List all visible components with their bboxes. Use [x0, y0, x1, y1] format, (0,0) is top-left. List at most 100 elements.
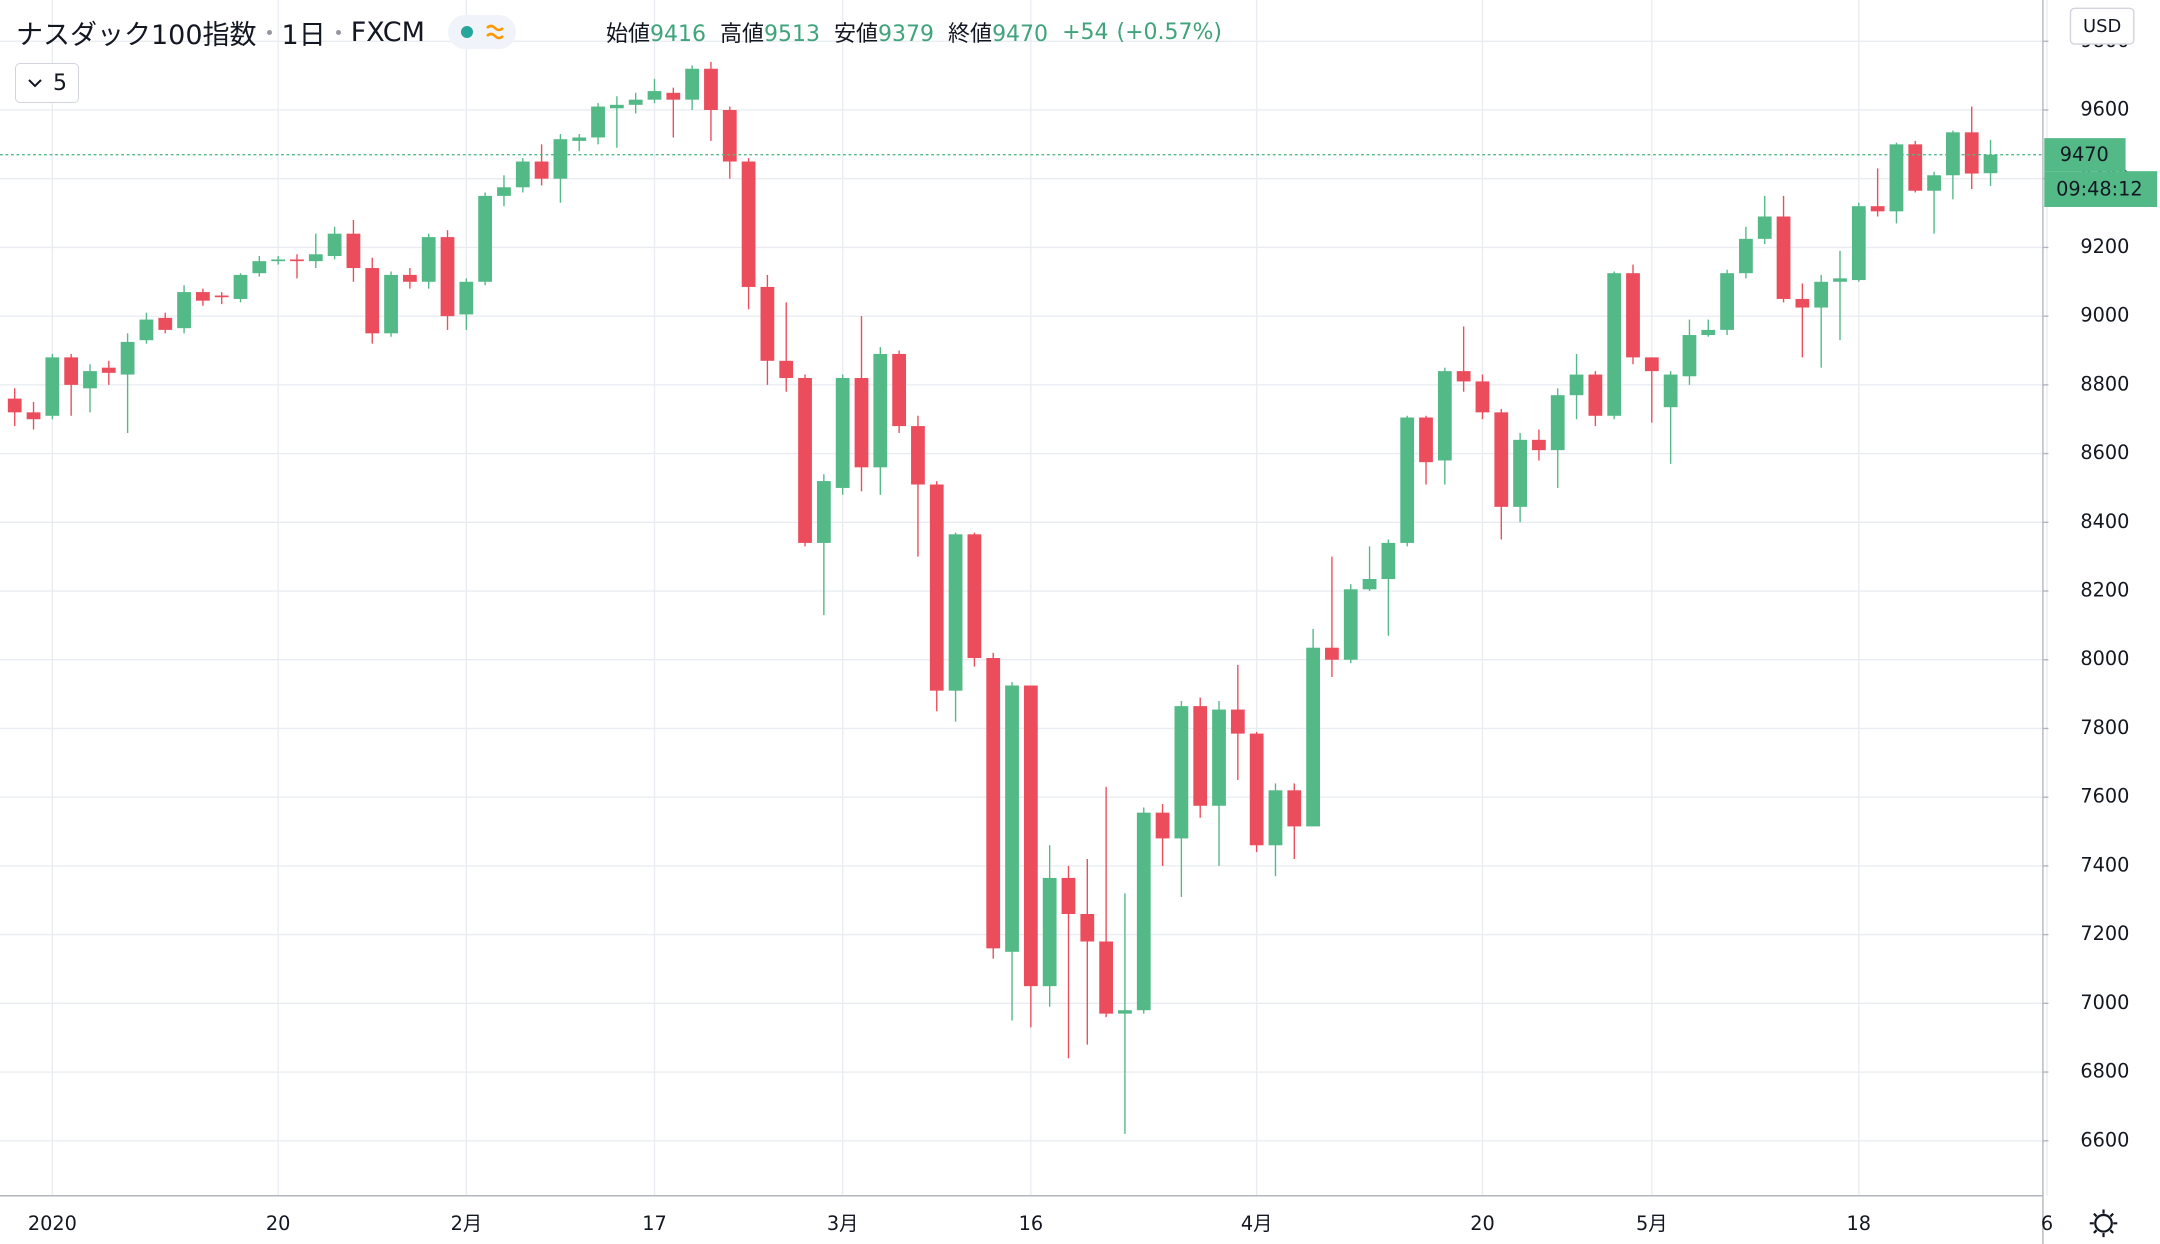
candle-body: [1400, 417, 1415, 543]
legend-label: 高値: [720, 22, 765, 47]
candle-body: [421, 237, 436, 282]
candle-body: [1118, 1010, 1132, 1014]
candle-body: [120, 341, 135, 375]
x-tick-label: 2月: [451, 1212, 483, 1235]
candle-body: [1720, 273, 1734, 330]
settings-icon[interactable]: [2089, 1209, 2118, 1238]
last-price-box: [2044, 138, 2126, 172]
candle-body: [1475, 381, 1490, 413]
candle-body: [1550, 395, 1565, 451]
candle-body: [553, 139, 568, 179]
ohlc-legend: 始値9416 高値9513 安値9379 終値9470 +54 (+0.57%): [606, 14, 1222, 50]
market-open-dot: [460, 26, 473, 38]
candle-body: [1795, 298, 1810, 308]
candle-body: [1306, 647, 1320, 827]
candle-body: [1513, 439, 1527, 507]
candles: [0, 61, 2043, 1134]
candle-body: [1682, 335, 1697, 377]
candle-body: [327, 233, 342, 257]
candle-body: [1644, 357, 1659, 372]
last-price-label: 9470: [2060, 143, 2109, 166]
legend-label: 始値: [606, 22, 651, 47]
status-pill: [447, 15, 516, 49]
legend-value: 9416: [650, 22, 707, 47]
symbol-title[interactable]: ナスダック100指数: [16, 19, 257, 51]
x-tick-label: 20: [1470, 1212, 1495, 1235]
candle-body: [1983, 154, 1998, 174]
legend-value: 9379: [878, 22, 935, 47]
header: ナスダック100指数 1日 FXCM: [16, 12, 517, 52]
candle-body: [1419, 417, 1433, 463]
indicator-toggle[interactable]: 5: [15, 63, 79, 103]
candle-body: [1005, 685, 1019, 952]
change: +54: [1062, 19, 1109, 45]
candle-body: [1927, 175, 1941, 191]
candle-body: [346, 233, 361, 269]
separator: [266, 29, 272, 35]
countdown-box: [2044, 171, 2158, 208]
candle-body: [1155, 812, 1170, 839]
candle-body: [1889, 144, 1904, 212]
candle-body: [402, 274, 417, 282]
y-tick-label: 9000: [2080, 304, 2129, 327]
candle-body: [1061, 877, 1076, 915]
y-tick-label: 9200: [2080, 235, 2129, 258]
status-icons[interactable]: [447, 14, 517, 50]
y-tick-label: 8600: [2080, 441, 2129, 464]
currency: USD: [2083, 16, 2121, 37]
candle-body: [1776, 216, 1791, 299]
candle-body: [986, 658, 1001, 949]
legend-item: 安値9379: [834, 16, 934, 48]
candle-body: [365, 268, 380, 334]
y-tick-label: 8800: [2080, 372, 2129, 395]
x-tick-label: 17: [642, 1212, 667, 1235]
candle-body: [1343, 589, 1358, 660]
candle-body: [911, 426, 925, 485]
candle-body: [214, 295, 229, 298]
candle-body: [1814, 281, 1829, 308]
x-tick-label: 4月: [1241, 1212, 1273, 1235]
y-tick-label: 6600: [2080, 1128, 2129, 1151]
source: FXCM: [350, 16, 425, 48]
candle-body: [384, 274, 398, 334]
candle-body: [892, 353, 907, 427]
candle-body: [1325, 647, 1339, 660]
currency-box[interactable]: [2069, 7, 2135, 45]
candle-body: [1136, 812, 1151, 1011]
candle-body: [101, 367, 116, 373]
y-tick-label: 6800: [2080, 1060, 2129, 1083]
candle-body: [1287, 790, 1302, 827]
candle-body: [1230, 709, 1245, 734]
separator: [335, 29, 341, 35]
candle-body: [854, 377, 869, 468]
candle-body: [1023, 685, 1038, 987]
candle-body: [1532, 439, 1546, 451]
candle-body: [139, 319, 154, 341]
interval[interactable]: 1日: [281, 19, 326, 51]
candle-body: [195, 292, 210, 301]
legend-label: 安値: [834, 22, 879, 47]
candle-body: [1964, 132, 1979, 174]
candle-body: [1739, 238, 1753, 274]
candle-body: [534, 161, 549, 179]
candle-body: [1456, 371, 1471, 382]
change-percent: (+0.57%): [1116, 19, 1223, 45]
candle-body: [158, 317, 173, 330]
candle-body: [271, 259, 286, 262]
x-tick-label: 20: [266, 1212, 291, 1235]
candle-body: [948, 534, 963, 691]
candle-body: [1588, 374, 1603, 416]
y-tick-label: 7400: [2080, 853, 2129, 876]
candle-body: [929, 484, 944, 691]
candle-body: [1042, 877, 1057, 987]
x-tick-label: 18: [1847, 1212, 1872, 1235]
candle-body: [459, 281, 474, 315]
x-tick-label: 2020: [28, 1212, 77, 1235]
x-tick-label: 16: [1019, 1212, 1044, 1235]
legend-label: 終値: [948, 22, 993, 47]
chevron: [28, 79, 42, 88]
candle-body: [1268, 790, 1283, 846]
candle-body: [1437, 371, 1452, 461]
candle-body: [308, 254, 323, 262]
